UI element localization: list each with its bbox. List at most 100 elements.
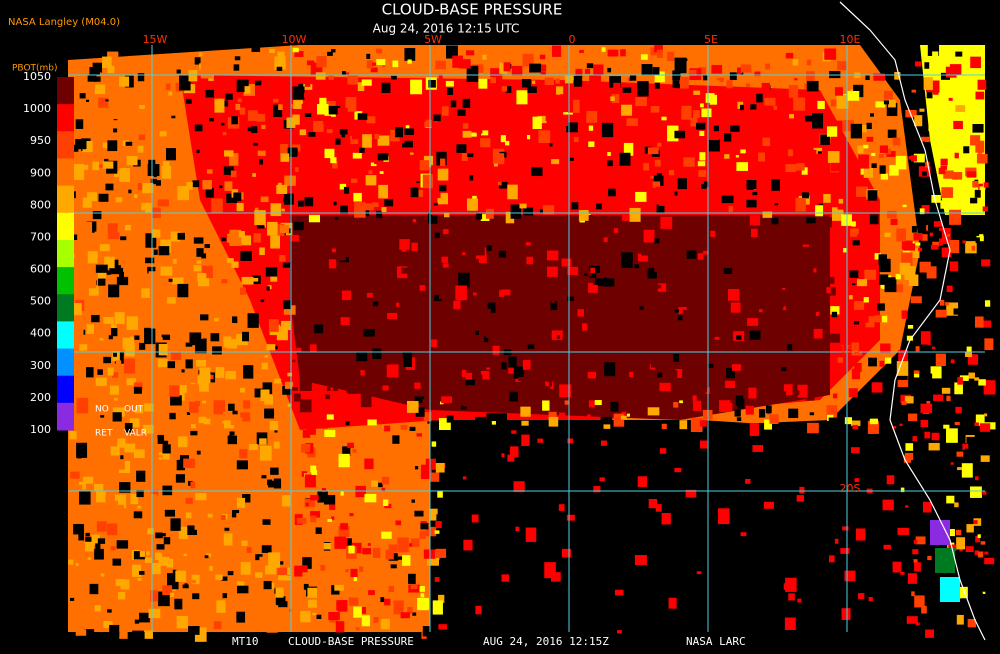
cloud-texture (313, 197, 318, 202)
cloud-texture (385, 549, 394, 560)
cloud-texture (758, 309, 764, 313)
colorbar-swatch (57, 158, 74, 187)
cloud-texture (852, 424, 859, 430)
cloud-texture (745, 83, 751, 88)
cloud-texture (551, 299, 555, 304)
cloud-texture (712, 321, 719, 329)
cloud-texture (301, 306, 308, 312)
cloud-texture (478, 254, 487, 264)
cloud-texture (749, 215, 761, 226)
cloud-texture (149, 494, 157, 504)
cloud-texture (549, 143, 553, 147)
cloud-texture (588, 400, 595, 408)
cloud-texture (234, 56, 241, 61)
cloud-texture (133, 386, 142, 394)
cloud-texture (673, 402, 679, 408)
cloud-texture (933, 89, 939, 95)
cloud-texture (521, 79, 531, 88)
cloud-texture (435, 548, 447, 558)
cloud-texture (857, 234, 864, 239)
cloud-texture (194, 627, 207, 642)
cloud-texture (382, 368, 389, 373)
cloud-texture (175, 570, 187, 582)
cloud-texture (310, 494, 319, 501)
cloud-texture (965, 546, 974, 553)
cloud-texture (172, 569, 177, 574)
cloud-texture (76, 397, 89, 414)
cloud-texture (190, 424, 196, 429)
cloud-texture (292, 386, 298, 391)
cloud-texture (308, 409, 319, 422)
cloud-texture (525, 527, 537, 542)
cloud-texture (853, 301, 865, 310)
cloud-texture (182, 584, 189, 589)
cloud-texture (929, 232, 934, 237)
cloud-texture (455, 337, 461, 344)
cloud-texture (711, 258, 724, 273)
cloud-texture (588, 271, 592, 277)
cloud-texture (255, 554, 263, 561)
cloud-texture (486, 367, 491, 370)
cloud-texture (147, 528, 154, 535)
cloud-texture (368, 297, 372, 303)
cloud-texture (562, 332, 574, 345)
cloud-texture (773, 299, 784, 310)
cloud-texture (500, 135, 506, 143)
cloud-texture (259, 247, 265, 256)
cloud-texture (769, 414, 779, 424)
cloud-texture (445, 45, 458, 59)
cloud-texture (242, 331, 249, 342)
cloud-texture (679, 420, 688, 430)
cloud-texture (338, 525, 350, 537)
cloud-texture (98, 277, 106, 286)
cloud-texture (435, 60, 446, 70)
cloud-texture (281, 320, 292, 331)
cloud-texture (329, 504, 336, 511)
cloud-texture (416, 189, 424, 197)
cloud-texture (481, 308, 491, 315)
cloud-texture (589, 107, 597, 113)
cloud-texture (482, 301, 491, 307)
cloud-texture (801, 304, 810, 313)
cloud-texture (71, 144, 79, 152)
cloud-texture (804, 331, 809, 337)
cloud-texture (954, 502, 959, 508)
cloud-texture (508, 356, 517, 367)
cloud-texture (954, 421, 960, 426)
cloud-texture (480, 138, 491, 148)
cloud-texture (806, 71, 815, 82)
cloud-texture (537, 438, 544, 443)
cloud-texture (735, 155, 739, 158)
cloud-texture (674, 468, 682, 473)
cloud-texture (971, 218, 977, 224)
cloud-texture (148, 271, 158, 283)
cloud-texture (119, 76, 130, 87)
cloud-texture (914, 562, 921, 572)
cloud-texture (75, 139, 87, 150)
cloud-texture (607, 152, 611, 156)
cloud-texture (848, 388, 858, 398)
cloud-texture (104, 596, 110, 605)
cloud-texture (417, 359, 425, 367)
cloud-texture (774, 376, 783, 388)
cloud-texture (785, 164, 797, 172)
cloud-texture (282, 386, 292, 395)
cloud-texture (965, 241, 977, 254)
cloud-texture (366, 116, 376, 124)
cloud-texture (751, 357, 758, 362)
cloud-texture (165, 463, 177, 479)
cloud-texture (774, 203, 779, 206)
cloud-texture (471, 82, 482, 93)
cloud-texture (509, 391, 518, 402)
cloud-texture (899, 423, 903, 427)
cloud-texture (739, 262, 750, 271)
title: CLOUD-BASE PRESSURE (382, 1, 563, 19)
cloud-texture (896, 228, 906, 242)
cloud-texture (887, 210, 897, 219)
cloud-texture (376, 210, 383, 219)
cloud-texture (522, 207, 534, 216)
cloud-texture (695, 122, 706, 130)
cloud-texture (941, 387, 951, 394)
cloud-texture (540, 71, 546, 75)
cloud-texture (343, 186, 350, 194)
